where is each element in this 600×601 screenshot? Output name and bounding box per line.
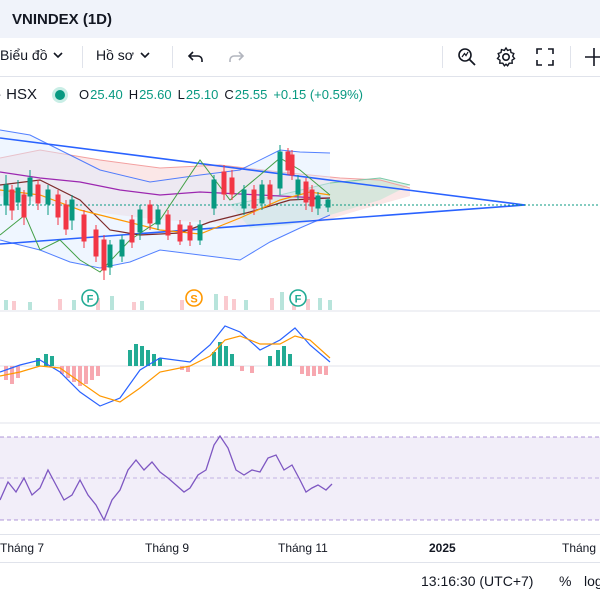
time-label-next: Tháng <box>562 541 597 555</box>
marker-s-label: S <box>190 294 197 306</box>
chevron-down-icon <box>53 52 64 59</box>
macd-histogram-positive <box>36 342 292 366</box>
window-title-bar: VNINDEX (1D) <box>0 0 600 39</box>
time-label-september: Tháng 9 <box>145 541 190 555</box>
time-label-july: Tháng 7 <box>0 541 45 555</box>
macd-histogram-negative <box>4 366 328 386</box>
high-label: H <box>128 87 139 102</box>
marker-f-label: F <box>295 294 302 306</box>
chart-title: VNINDEX (1D) <box>12 11 113 28</box>
close-label: C <box>224 87 234 102</box>
toolbar-divider <box>570 46 571 68</box>
bollinger-upper <box>0 129 331 183</box>
trendline-lower[interactable] <box>0 204 526 245</box>
marker-f-label: F <box>87 294 94 306</box>
profile-label: Hồ sơ <box>96 47 134 63</box>
change-value: +0.15 (+0.59%) <box>273 87 363 102</box>
toolbar-divider <box>442 46 443 68</box>
split-marker-s1[interactable]: S <box>185 289 203 307</box>
fullscreen-icon[interactable] <box>533 45 557 69</box>
ma-line-brown <box>0 179 331 236</box>
chart-type-dropdown[interactable]: Biểu đồ <box>0 47 65 63</box>
trendline-upper[interactable] <box>0 137 526 206</box>
close-value: 25.55 <box>234 87 268 102</box>
market-status-dot[interactable] <box>55 89 66 100</box>
candlesticks <box>3 145 331 280</box>
time-axis[interactable]: Tháng 7 Tháng 9 Tháng 11 2025 Tháng <box>0 534 600 561</box>
toolbar-divider <box>172 46 173 68</box>
time-label-2025: 2025 <box>429 541 456 555</box>
bollinger-lower <box>0 214 331 269</box>
chart-type-label: Biểu đồ <box>0 47 48 63</box>
high-value: 25.60 <box>139 87 172 102</box>
price-chart-area[interactable]: F S F <box>0 76 600 534</box>
lagging-span <box>0 157 331 273</box>
rsi-band <box>0 437 600 520</box>
search-chart-icon[interactable] <box>455 45 479 69</box>
volume-bars <box>4 292 332 310</box>
clock-timezone[interactable]: 13:16:30 (UTC+7) <box>421 573 534 589</box>
time-label-november: Tháng 11 <box>278 541 328 555</box>
macd-line <box>0 325 331 407</box>
open-label: O <box>79 87 90 102</box>
undo-icon[interactable] <box>184 45 208 69</box>
chart-toolbar: Biểu đồ Hồ sơ <box>0 38 600 77</box>
rsi-line <box>0 434 333 522</box>
symbol-exchange[interactable]: · HSX <box>0 86 38 103</box>
dividend-marker-f1[interactable]: F <box>81 289 99 307</box>
gear-icon[interactable] <box>494 45 518 69</box>
low-value: 25.10 <box>185 87 219 102</box>
profile-dropdown[interactable]: Hồ sơ <box>96 47 152 63</box>
macd-pane[interactable] <box>0 325 600 407</box>
low-label: L <box>177 87 185 102</box>
log-scale-toggle[interactable]: log <box>584 573 600 589</box>
percent-scale-toggle[interactable]: % <box>559 573 572 589</box>
toolbar-divider <box>82 46 83 68</box>
crosshair-icon[interactable] <box>582 45 600 69</box>
chevron-down-icon <box>140 52 150 59</box>
macd-signal-line <box>0 335 331 403</box>
rsi-pane[interactable] <box>0 434 600 522</box>
ma-line-purple <box>0 171 330 199</box>
ohlc-legend: · HSX O 25.40 H 25.60 L 25.10 C 25.55 +0… <box>0 86 369 103</box>
status-bar: 13:16:30 (UTC+7) % log <box>0 562 600 601</box>
open-value: 25.40 <box>90 87 123 102</box>
redo-icon[interactable] <box>224 45 248 69</box>
dividend-marker-f2[interactable]: F <box>289 289 307 307</box>
